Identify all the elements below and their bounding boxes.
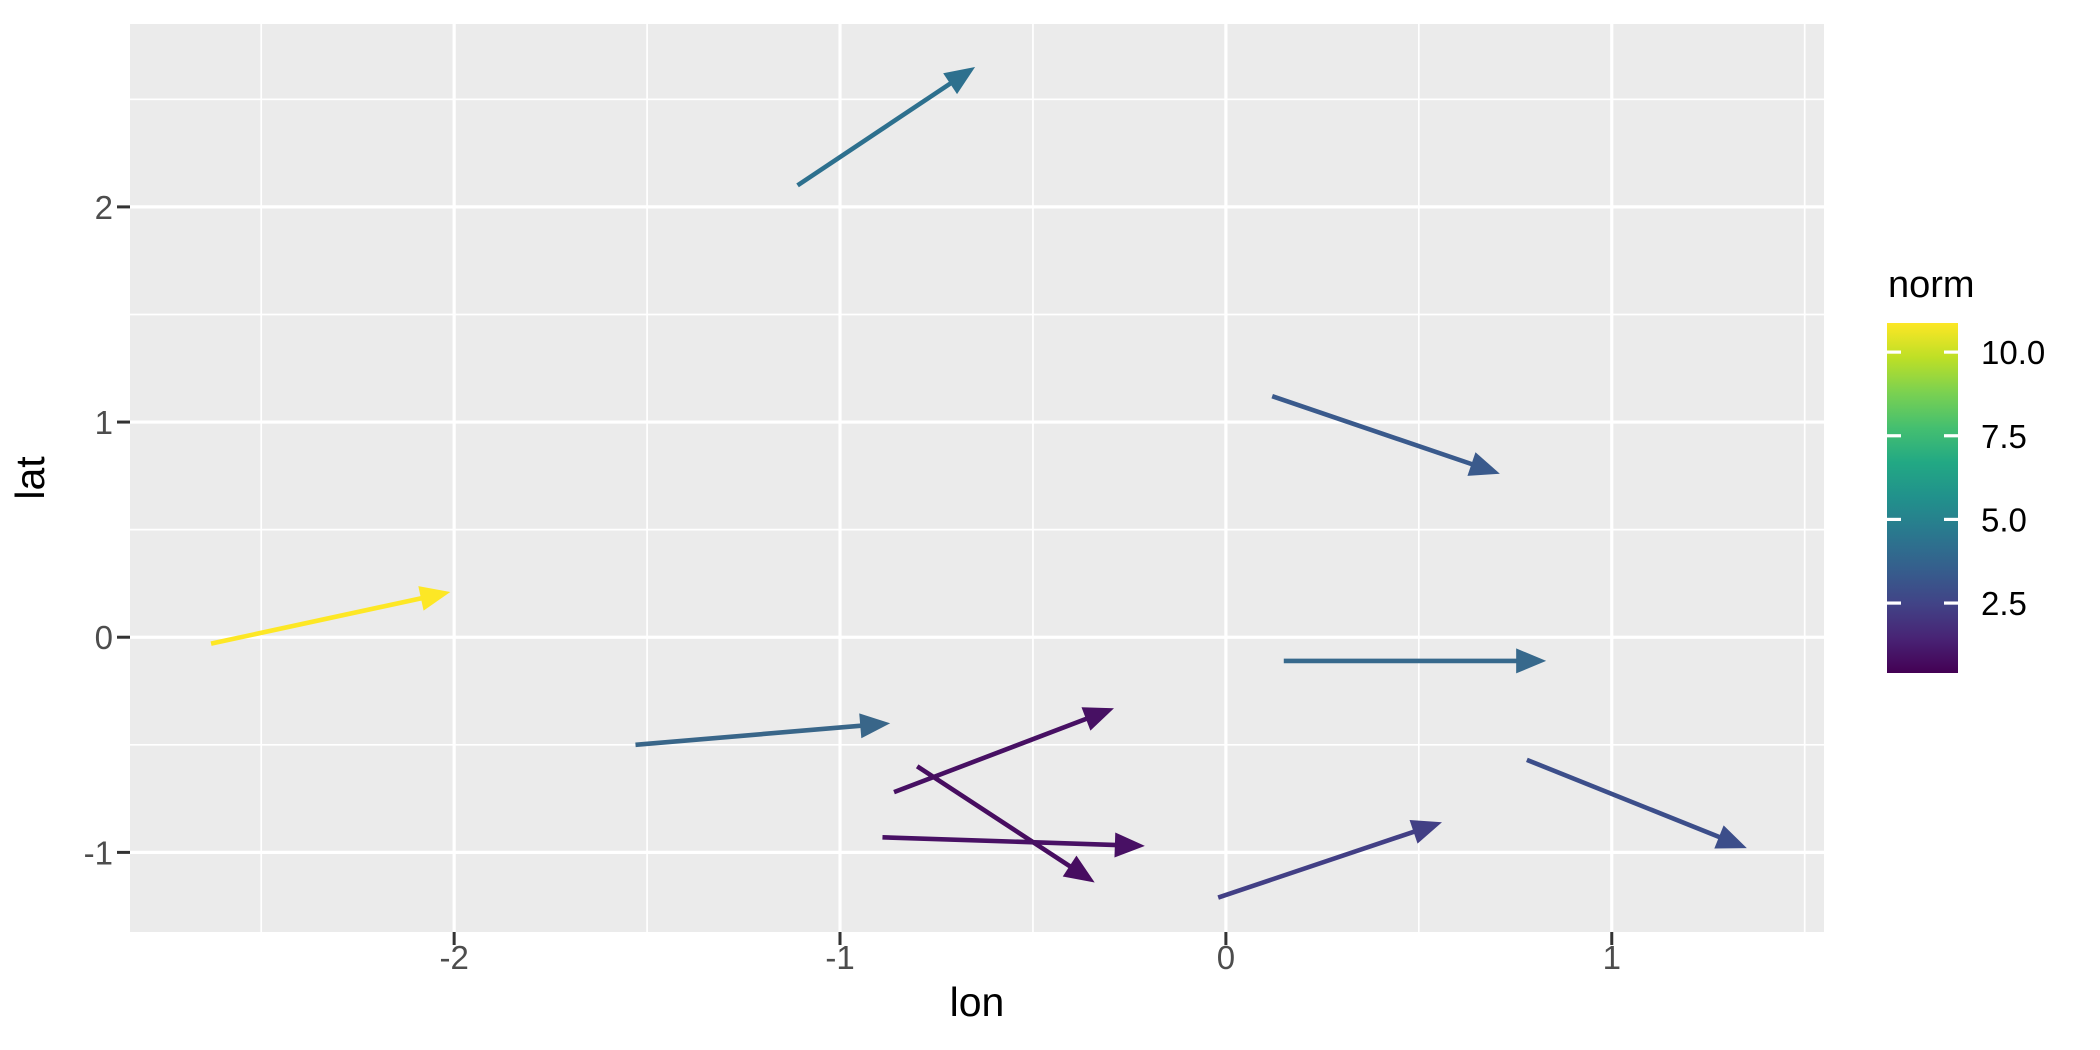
quiver-arrow-shaft bbox=[882, 835, 1125, 848]
y-tick-label: 0 bbox=[95, 619, 113, 656]
axis-tick-labels: -2 -1 0 1 -1 0 1 2 bbox=[84, 189, 1621, 976]
panel-background bbox=[130, 24, 1824, 932]
legend-tick-label: 2.5 bbox=[1981, 585, 2027, 622]
legend-tick-label: 5.0 bbox=[1981, 501, 2027, 538]
quiver-arrow-shaft bbox=[635, 722, 871, 748]
quiver-arrow-head bbox=[1081, 707, 1114, 731]
x-axis-title: lon bbox=[950, 979, 1005, 1025]
quiver-arrow-head bbox=[1516, 648, 1547, 674]
legend-tick-label: 10.0 bbox=[1981, 334, 2045, 371]
y-tick-label: 2 bbox=[95, 189, 113, 226]
legend-tick-labels: 10.0 7.5 5.0 2.5 bbox=[1981, 334, 2045, 622]
major-gridlines bbox=[130, 24, 1824, 932]
axis-tick-marks bbox=[117, 205, 1614, 945]
quiver-arrow-head bbox=[1467, 452, 1500, 476]
legend-tick-marks bbox=[1887, 350, 1958, 605]
x-tick-label: -1 bbox=[825, 939, 854, 976]
quiver-arrow-shaft bbox=[796, 76, 960, 188]
x-tick-label: 1 bbox=[1603, 939, 1621, 976]
quiver-arrow-head bbox=[1409, 819, 1442, 844]
quiver-arrow-head bbox=[1714, 825, 1747, 849]
legend-tick-label: 7.5 bbox=[1981, 418, 2027, 455]
colorbar-legend: norm 10.0 7.5 5.0 2.5 bbox=[1887, 264, 2045, 673]
quiver-arrow-shaft bbox=[1217, 826, 1424, 900]
quiver-arrow-head bbox=[859, 713, 891, 739]
y-tick-label: -1 bbox=[84, 834, 113, 871]
quiver-arrow-head bbox=[1062, 855, 1095, 883]
quiver-arrow-shaft bbox=[893, 713, 1097, 795]
quiver-arrow-shaft bbox=[210, 594, 432, 646]
quiver-arrow-shaft bbox=[1271, 394, 1482, 470]
legend-title: norm bbox=[1888, 264, 1975, 306]
x-tick-label: 0 bbox=[1217, 939, 1235, 976]
quiver-arrow-head bbox=[1114, 832, 1145, 858]
x-tick-label: -2 bbox=[439, 939, 468, 976]
y-axis-title: lat bbox=[7, 456, 53, 500]
quiver-arrow-head bbox=[943, 67, 976, 95]
quiver-arrow-shaft bbox=[915, 764, 1080, 874]
minor-gridlines bbox=[130, 24, 1824, 932]
quiver-arrows bbox=[210, 67, 1747, 900]
quiver-arrow-head bbox=[418, 586, 451, 611]
legend-colorbar bbox=[1887, 323, 1958, 673]
quiver-arrow-shaft bbox=[1526, 757, 1730, 843]
y-tick-label: 1 bbox=[95, 404, 113, 441]
